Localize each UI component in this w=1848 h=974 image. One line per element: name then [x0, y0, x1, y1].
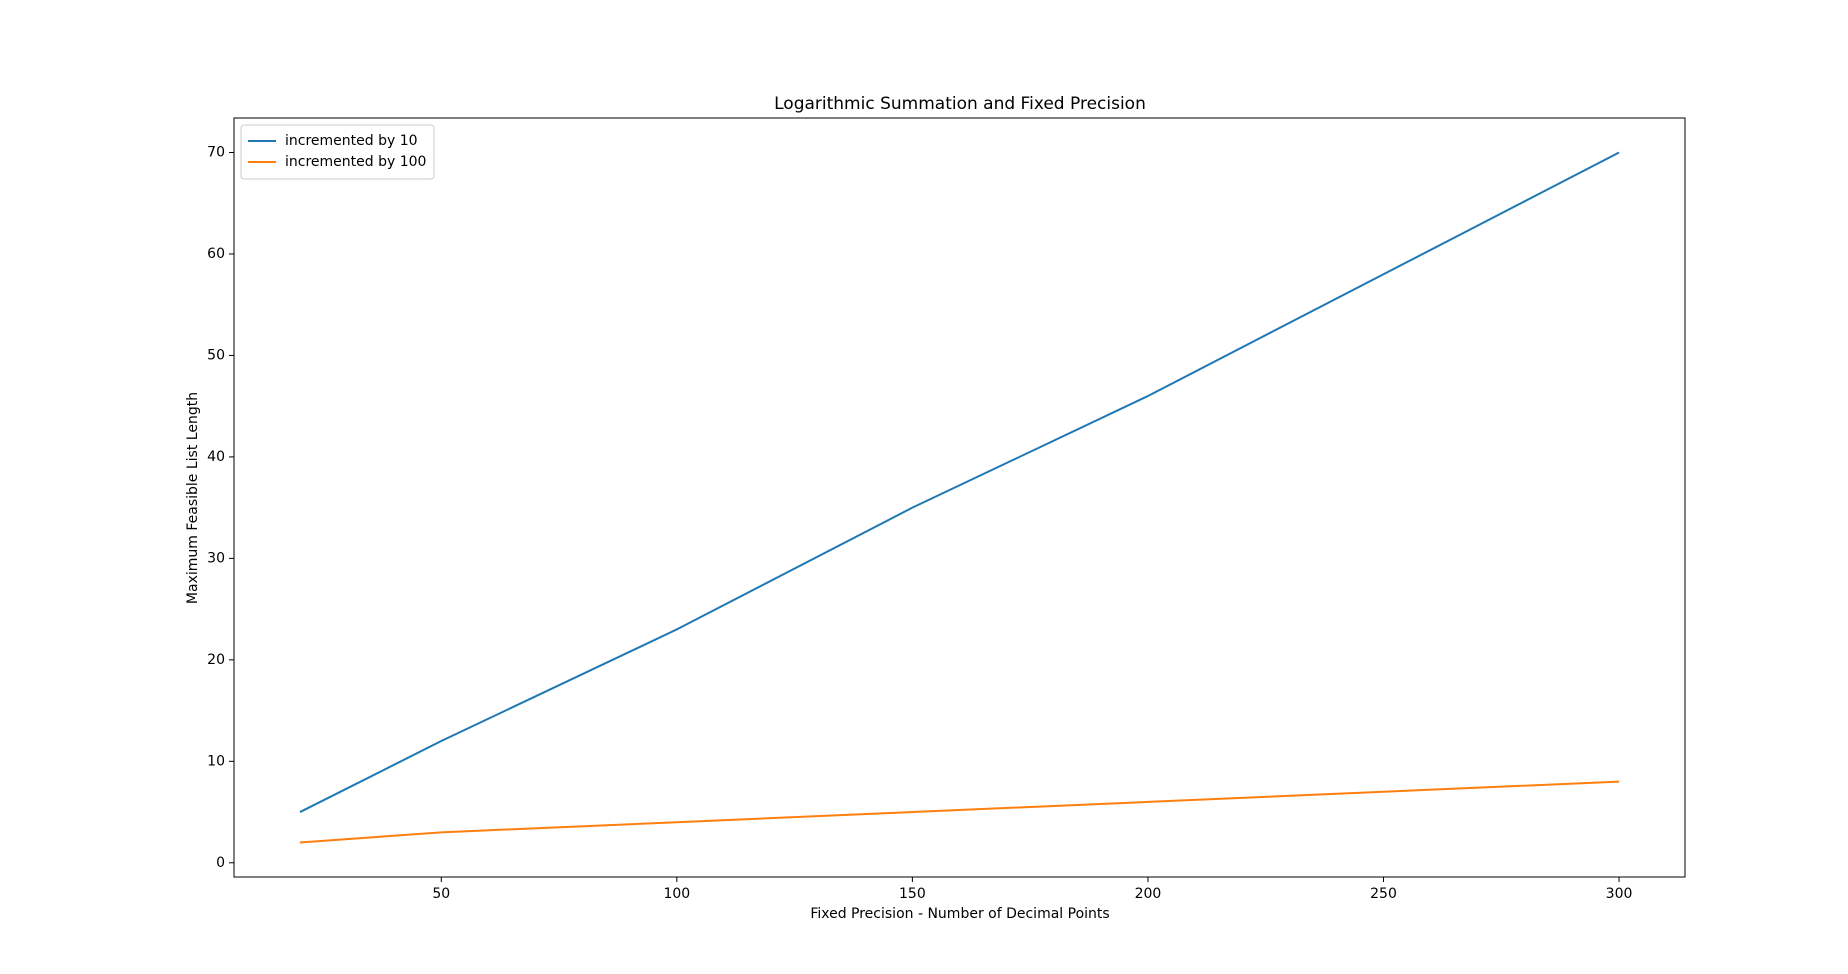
x-axis-label: Fixed Precision - Number of Decimal Poin…: [810, 906, 1109, 922]
y-tick-label: 50: [207, 347, 225, 363]
y-axis-label: Maximum Feasible List Length: [185, 392, 201, 604]
line-series: [299, 151, 1620, 813]
plot-frame: [233, 117, 1686, 878]
line-series: [299, 780, 1620, 844]
x-tick-label: 150: [899, 886, 926, 902]
x-tick-label: 100: [663, 886, 690, 902]
y-tick-label: 60: [207, 246, 225, 262]
y-tick-label: 40: [207, 449, 225, 465]
y-tick-label: 10: [207, 753, 225, 769]
y-tick-label: 20: [207, 652, 225, 668]
x-tick-label: 200: [1135, 886, 1162, 902]
legend: incremented by 10 incremented by 100: [240, 124, 435, 180]
legend-label: incremented by 10: [285, 133, 418, 149]
x-tick-label: 50: [432, 886, 450, 902]
y-tick-label: 30: [207, 550, 225, 566]
legend-label: incremented by 100: [285, 154, 426, 170]
chart-title: Logarithmic Summation and Fixed Precisio…: [774, 94, 1146, 114]
y-tick-label: 70: [207, 145, 225, 161]
legend-frame: [240, 124, 435, 180]
x-tick-label: 300: [1606, 886, 1633, 902]
x-tick-label: 250: [1370, 886, 1397, 902]
y-tick-label: 0: [216, 855, 225, 871]
